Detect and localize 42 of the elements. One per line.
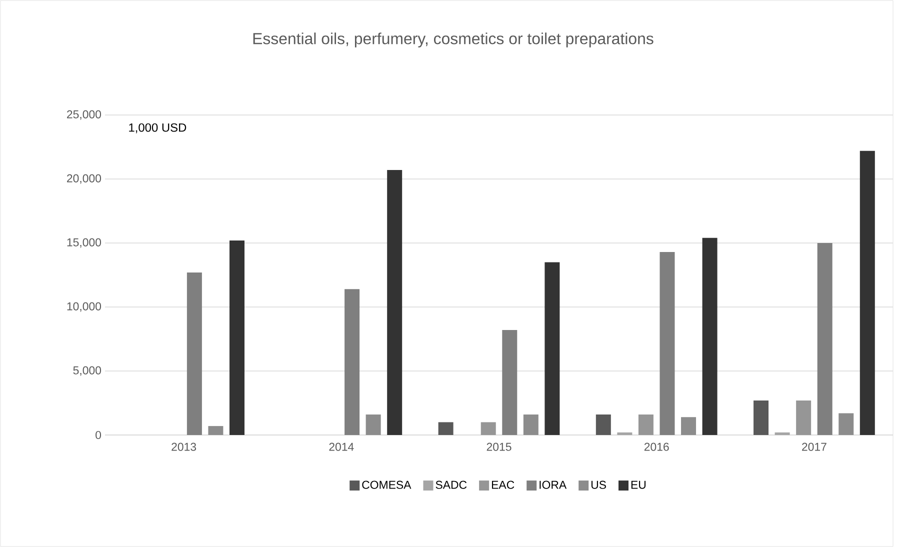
legend-label: COMESA [362,480,412,489]
bar [544,262,560,435]
chart-title: Essential oils, perfumery, cosmetics or toilet preparations [253,32,654,48]
bar [366,414,381,435]
legend-label: EAC [492,480,514,489]
bar [754,400,769,435]
x-tick-label: 2014 [329,442,354,451]
y-tick-label: 15,000 [67,238,102,248]
bar [796,400,812,435]
bar [817,242,832,435]
y-tick-label: 10,000 [67,302,102,312]
x-tick-label: 2016 [644,442,669,451]
bar [186,272,202,435]
x-tick-label: 2015 [486,442,512,451]
bar [638,414,654,435]
bar [702,238,718,435]
legend-label: EU [631,480,646,489]
bar [838,413,854,435]
bar [344,289,360,435]
legend-label: US [591,480,606,489]
bar [860,150,875,435]
legend-label: IORA [540,480,567,489]
y-tick-label: 0 [96,430,102,440]
bar [387,170,402,435]
x-tick-label: 2013 [172,442,196,451]
y-tick-label: 25,000 [67,110,102,120]
bar [617,432,632,435]
bar [660,252,675,435]
bar [596,414,611,435]
bar [208,426,224,435]
x-tick-label: 2017 [802,442,826,451]
bar [502,330,518,435]
legend-label: SADC [436,480,467,489]
y-tick-label: 20,000 [67,174,102,184]
bar [774,432,790,435]
bar [681,417,696,435]
bar [438,422,454,435]
y-tick-label: 5,000 [73,366,102,376]
bar [229,240,244,435]
bar [523,414,538,435]
annotation: 1,000 USD [129,123,186,134]
bar [480,422,496,435]
